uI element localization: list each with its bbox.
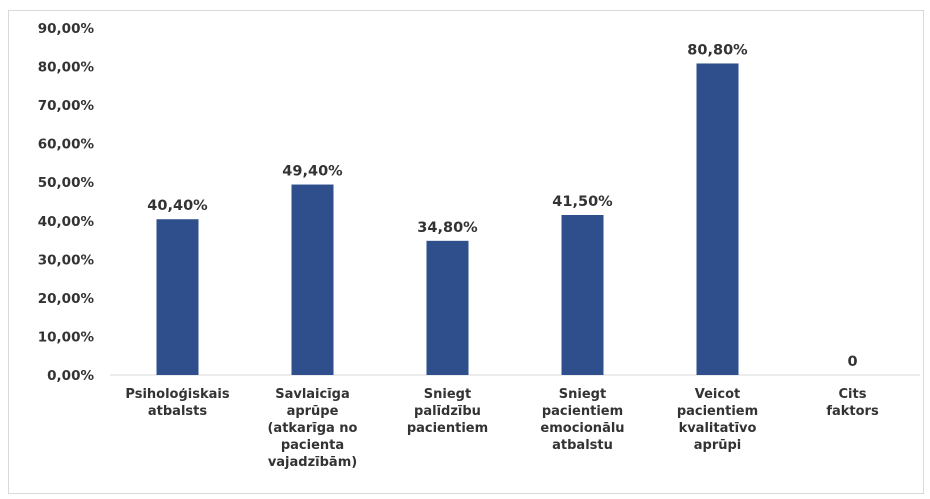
y-tick-label: 80,00% (38, 60, 95, 76)
data-label: 34,80% (417, 220, 478, 236)
category-label: atbalsts (148, 404, 207, 419)
bar[interactable] (696, 63, 739, 376)
category-label: Psiholoģiskais (125, 387, 229, 402)
category-label: pacienta (281, 438, 344, 453)
y-tick-label: 50,00% (38, 175, 95, 191)
category-label: palīdzību (414, 404, 481, 419)
data-label: 80,80% (687, 42, 748, 58)
category-label: kvalitatīvo (679, 421, 757, 436)
category-label: aprūpi (694, 438, 742, 453)
category-label: pacientiem (677, 404, 758, 419)
bar[interactable] (291, 184, 334, 375)
data-label: 40,40% (147, 198, 208, 214)
data-label: 41,50% (552, 194, 613, 210)
category-label: Sniegt (559, 387, 606, 402)
y-tick-label: 60,00% (38, 137, 95, 153)
category-label: Cits (839, 387, 867, 402)
category-label: atbalstu (552, 438, 613, 453)
y-tick-label: 0,00% (47, 368, 94, 384)
bar[interactable] (561, 214, 604, 375)
data-label: 49,40% (282, 164, 343, 180)
category-label: pacientiem (542, 404, 623, 419)
category-label: Savlaicīga (275, 387, 350, 402)
category-label: vajadzībām) (268, 455, 357, 470)
bar[interactable] (426, 240, 469, 375)
y-tick-label: 70,00% (38, 98, 95, 114)
category-label: faktors (826, 404, 879, 419)
y-tick-label: 90,00% (38, 21, 95, 37)
data-label: 0 (847, 354, 857, 370)
category-label: Sniegt (424, 387, 471, 402)
category-label: aprūpe (287, 404, 339, 419)
y-tick-label: 20,00% (38, 291, 95, 307)
category-label: Veicot (695, 387, 740, 402)
y-tick-label: 10,00% (38, 329, 95, 345)
category-label: (atkarīga no (267, 421, 357, 436)
category-label: pacientiem (407, 421, 488, 436)
bar[interactable] (156, 219, 199, 375)
y-tick-label: 30,00% (38, 252, 95, 268)
y-tick-label: 40,00% (38, 214, 95, 230)
category-label: emocionālu (540, 421, 624, 436)
